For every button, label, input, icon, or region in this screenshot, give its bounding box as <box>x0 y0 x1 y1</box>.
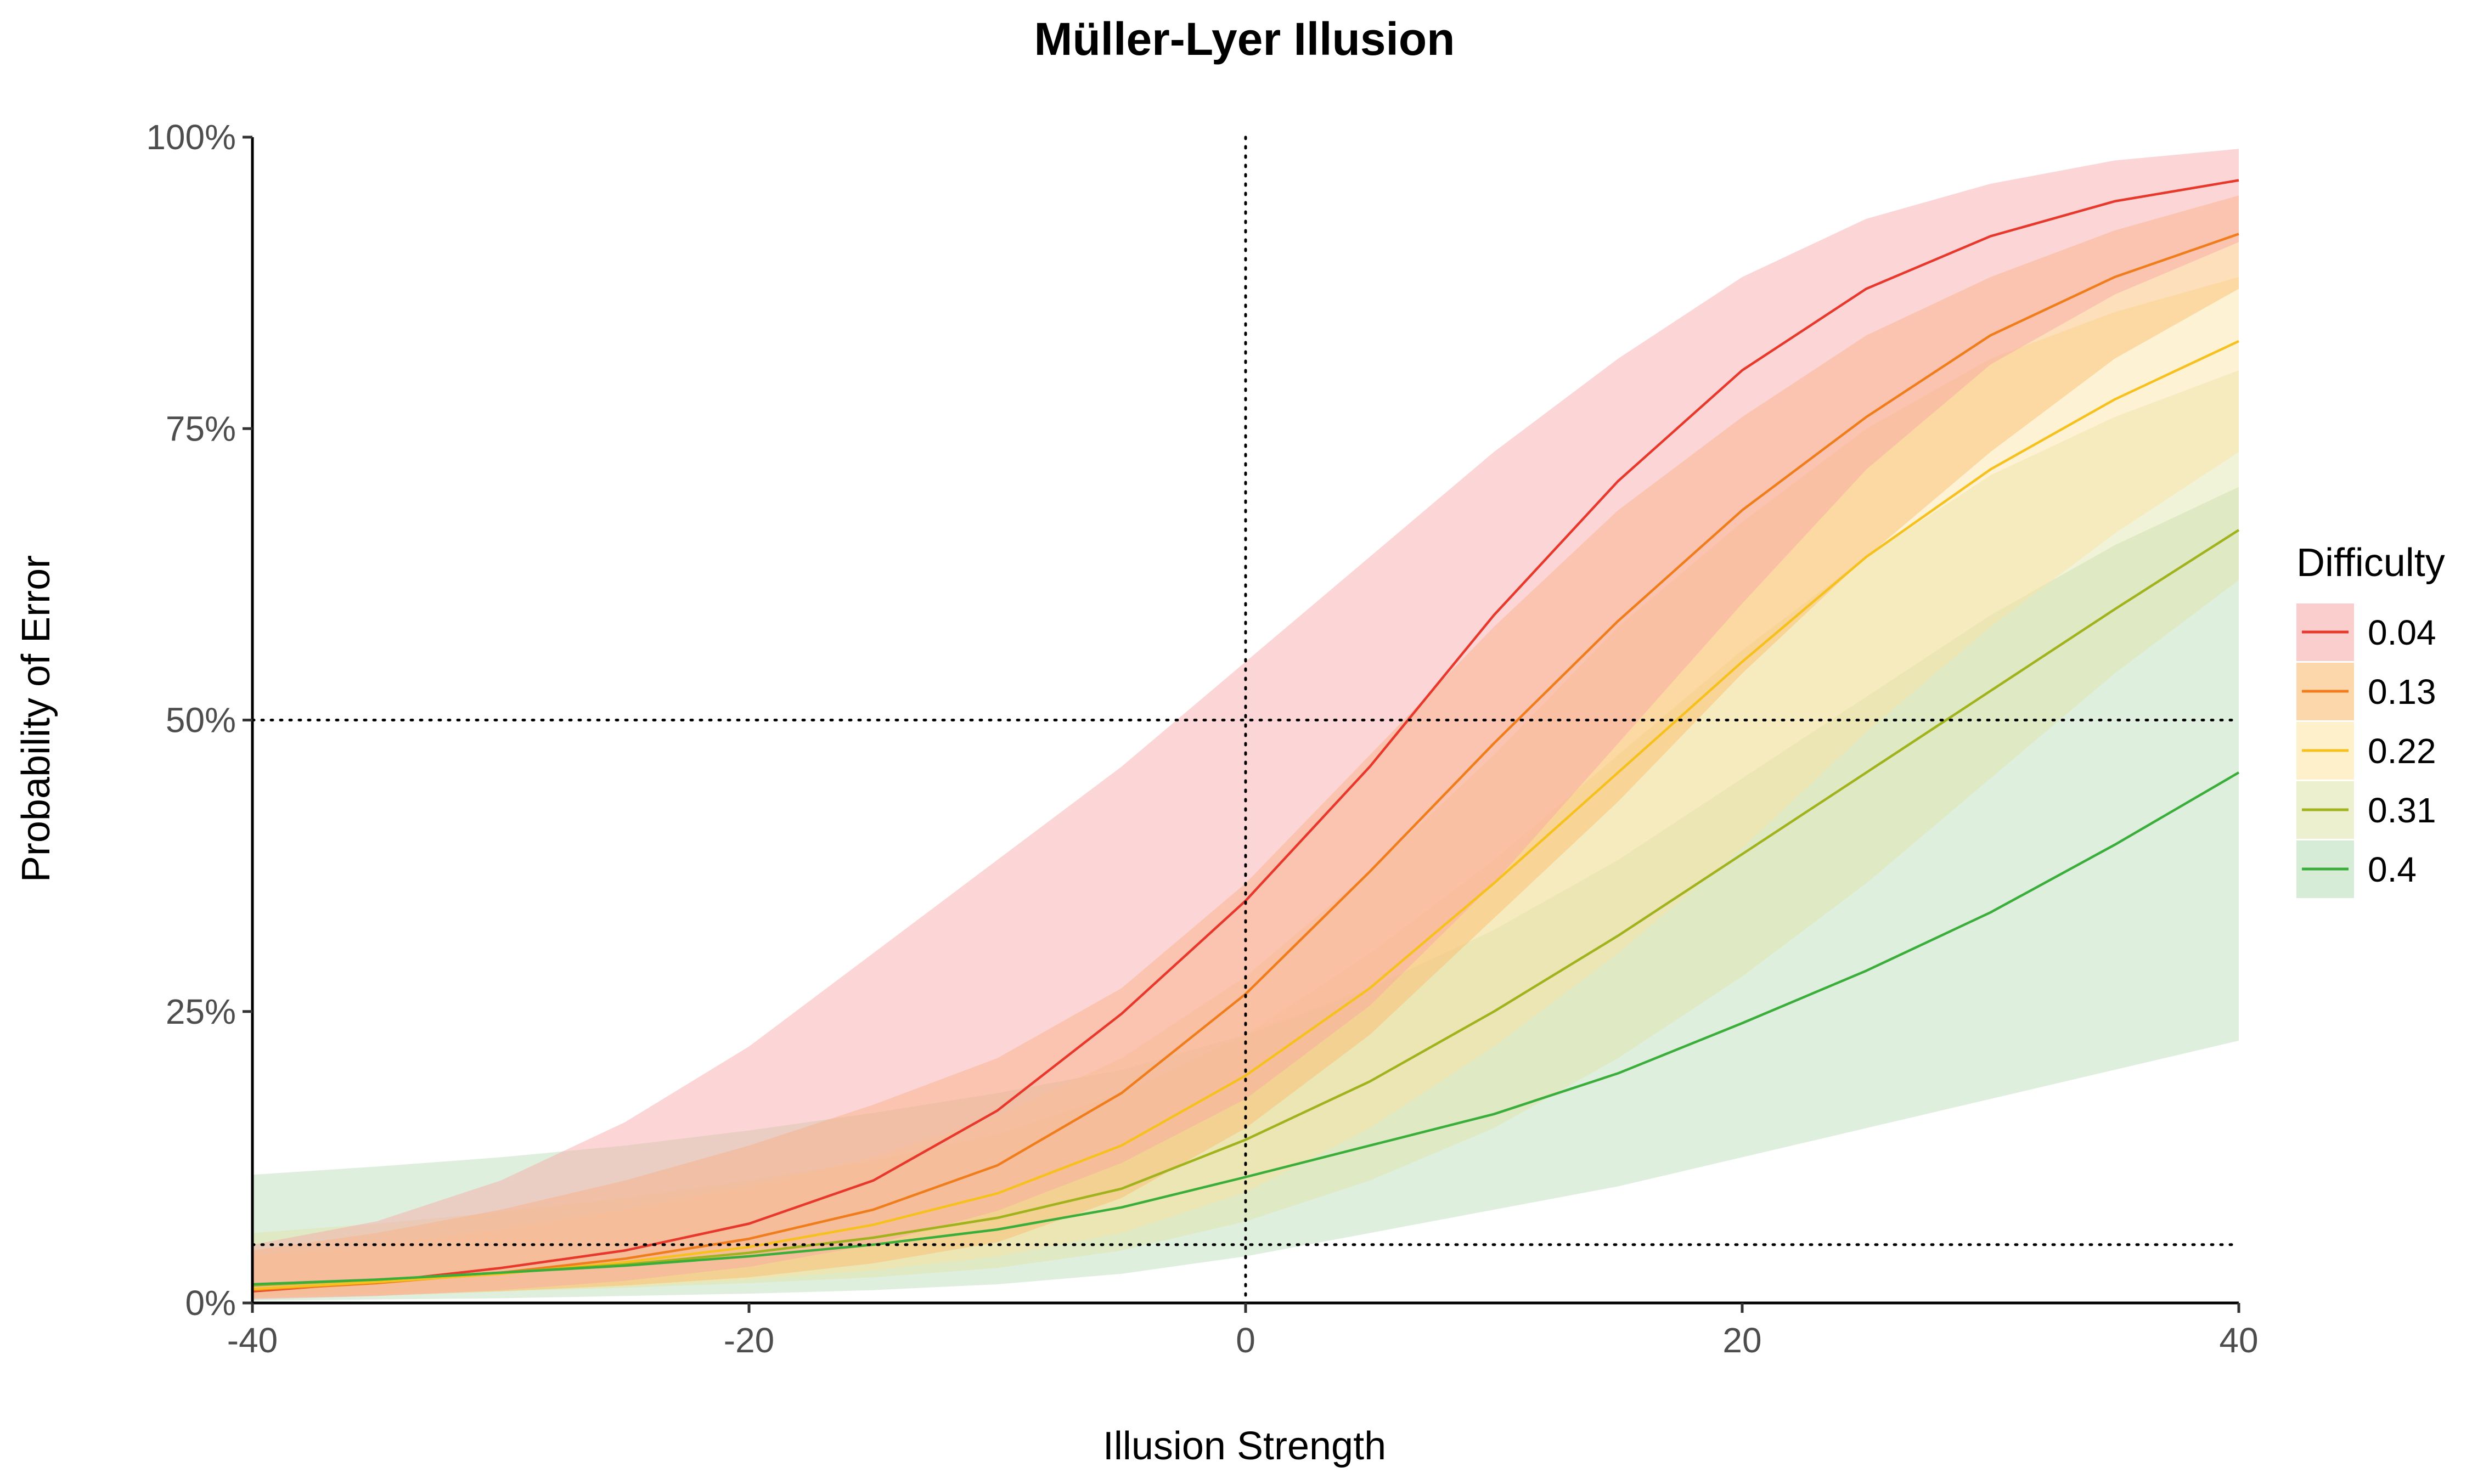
series-line-0.4 <box>252 771 2240 1286</box>
chart-title: Müller-Lyer Illusion <box>1034 13 1455 65</box>
axes: -40 -20 0 20 40 0% 25% 50% 75% 100% <box>146 117 2258 1360</box>
y-tick-label: 100% <box>146 117 236 157</box>
legend: Difficulty 0.04 0.13 0.22 0.31 0.4 <box>2296 541 2445 898</box>
legend-title: Difficulty <box>2296 541 2445 585</box>
y-tick-label: 25% <box>166 992 236 1031</box>
confidence-band-0.4 <box>252 487 2239 1301</box>
legend-label: 0.31 <box>2368 791 2436 830</box>
x-tick-label: -40 <box>227 1321 278 1360</box>
x-tick-label: 0 <box>1236 1321 1255 1360</box>
legend-label: 0.22 <box>2368 731 2436 771</box>
x-axis-title: Illusion Strength <box>1103 1424 1386 1468</box>
x-tick-label: -20 <box>724 1321 775 1360</box>
x-tick-label: 40 <box>2219 1321 2258 1360</box>
legend-label: 0.4 <box>2368 850 2417 889</box>
legend-label: 0.13 <box>2368 672 2436 712</box>
y-tick-label: 50% <box>166 701 236 740</box>
confidence-band-0.13 <box>252 195 2239 1299</box>
y-axis-title: Probability of Error <box>14 555 58 882</box>
reference-lines <box>251 136 2240 1305</box>
y-tick-label: 0% <box>185 1283 236 1323</box>
y-tick-label: 75% <box>166 409 236 448</box>
confidence-band-0.31 <box>252 370 2239 1296</box>
legend-label: 0.04 <box>2368 613 2436 652</box>
confidence-band-0.22 <box>252 277 2239 1299</box>
x-tick-label: 20 <box>1722 1321 1761 1360</box>
